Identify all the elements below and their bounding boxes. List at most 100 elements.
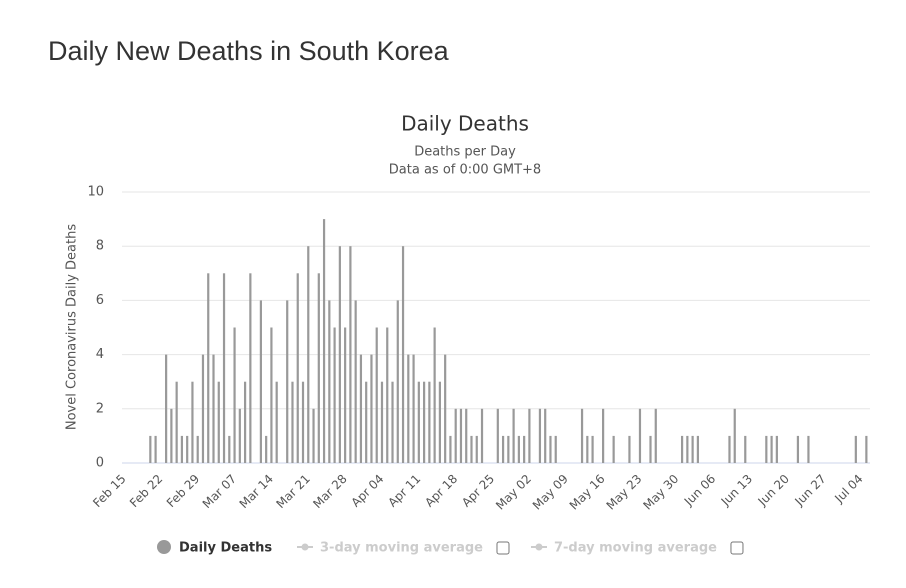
bar [517, 435, 520, 463]
bar [465, 408, 468, 463]
bar [538, 408, 542, 463]
x-tick-label: Apr 04 [349, 472, 387, 510]
bar [765, 435, 768, 463]
bar [544, 408, 547, 463]
bar [528, 408, 531, 463]
x-tick-label: May 30 [640, 472, 681, 513]
bar [344, 327, 347, 463]
x-tick-label: Jul 04 [831, 472, 865, 506]
x-tick-label: Apr 18 [422, 472, 460, 510]
y-axis-label: Novel Coronavirus Daily Deaths [65, 224, 80, 430]
bar [391, 381, 394, 463]
bar [207, 273, 210, 463]
page-title: Daily New Deaths in South Korea [48, 36, 449, 66]
bar [196, 435, 199, 463]
bar [680, 435, 684, 463]
y-tick-label: 8 [96, 239, 104, 254]
bar [744, 435, 747, 463]
bar [733, 408, 736, 463]
bar [354, 300, 357, 463]
bar [438, 381, 441, 463]
subtitle: Deaths per Day [414, 145, 516, 160]
bar [696, 435, 699, 463]
x-tick-label: Mar 28 [310, 472, 349, 511]
x-tick-label: May 02 [493, 472, 534, 513]
x-tick-label: Feb 29 [164, 472, 202, 510]
bar [212, 354, 215, 463]
bar [865, 435, 868, 463]
legend-label[interactable]: 3-day moving average [320, 541, 483, 556]
y-tick-label: 6 [96, 293, 104, 308]
bar [796, 435, 800, 463]
bar [480, 408, 484, 463]
bar [380, 381, 384, 463]
bar [217, 381, 220, 463]
bar [228, 435, 231, 463]
x-tick-label: Mar 14 [237, 472, 276, 511]
bar [691, 435, 694, 463]
y-tick-label: 2 [96, 401, 104, 416]
x-tick-label: May 09 [530, 472, 571, 513]
bar [359, 354, 363, 463]
bar [301, 381, 305, 463]
bar [270, 327, 273, 463]
bar [175, 381, 178, 463]
bar [375, 327, 378, 463]
bar [523, 435, 526, 463]
bar [333, 327, 336, 463]
bar [249, 273, 252, 463]
bar [638, 408, 642, 463]
legend-marker[interactable] [157, 540, 171, 554]
bar [259, 300, 262, 463]
legend-marker[interactable] [535, 543, 543, 551]
bar [386, 327, 389, 463]
y-tick-label: 10 [87, 185, 104, 200]
bar [449, 435, 452, 463]
bar [154, 435, 157, 463]
bar [233, 327, 236, 463]
bar [338, 246, 341, 463]
bar [654, 408, 657, 463]
x-tick-label: May 16 [567, 472, 608, 513]
bar [312, 408, 315, 463]
bar [444, 354, 447, 463]
bar [265, 435, 268, 463]
x-tick-label: Feb 15 [90, 472, 128, 510]
bar [365, 381, 368, 463]
legend-marker[interactable] [301, 543, 309, 551]
bar [775, 435, 778, 463]
bar [243, 381, 247, 463]
x-tick-label: Apr 11 [385, 472, 423, 510]
x-tick-label: Jun 20 [755, 472, 792, 509]
x-tick-label: Feb 22 [127, 472, 165, 510]
bar [149, 435, 152, 463]
bar [238, 408, 241, 463]
legend-label[interactable]: Daily Deaths [179, 541, 272, 556]
chart-title: Daily Deaths [401, 112, 529, 136]
legend-label[interactable]: 7-day moving average [554, 541, 717, 556]
bar [591, 435, 594, 463]
y-tick-label: 4 [96, 347, 104, 362]
bar [349, 246, 352, 463]
bar [296, 273, 299, 463]
bar [549, 435, 552, 463]
bar [370, 354, 373, 463]
legend-checkbox[interactable] [496, 541, 510, 555]
bar [201, 354, 205, 463]
bar [454, 408, 457, 463]
bar [686, 435, 689, 463]
x-tick-label: Jun 06 [681, 472, 718, 509]
bar [507, 435, 510, 463]
bar [317, 273, 320, 463]
x-tick-label: Jun 27 [791, 472, 828, 509]
legend-checkbox[interactable] [730, 541, 744, 555]
bar [649, 435, 652, 463]
bar [470, 435, 473, 463]
bar [807, 435, 810, 463]
bar [328, 300, 331, 463]
bar [407, 354, 410, 463]
bar [628, 435, 631, 463]
x-tick-label: Mar 21 [273, 472, 312, 511]
bar [186, 435, 189, 463]
bar [612, 435, 615, 463]
